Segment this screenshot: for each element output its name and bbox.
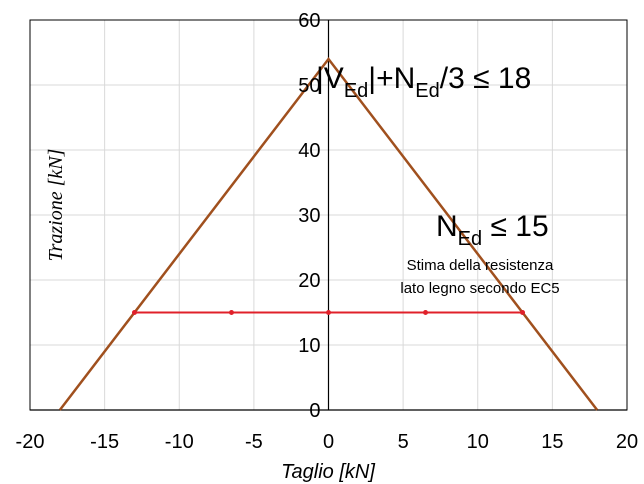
note-line-2: lato legno secondo EC5: [400, 280, 559, 297]
y-tick-label: 20: [298, 270, 320, 292]
tension-limit-annotation: NEd ≤ 15: [436, 210, 549, 250]
y-tick-label: 0: [309, 400, 320, 422]
x-axis-label: Taglio [kN]: [281, 461, 375, 483]
y-axis-label: Trazione [kN]: [45, 149, 67, 262]
x-tick-label: -20: [16, 431, 45, 453]
y-tick-label: 40: [298, 140, 320, 162]
series-group: [58, 56, 599, 411]
data-point: [131, 310, 137, 315]
tick-labels: -20 -15 -10 -5 0 5 10 15 20 0 10 20 30 40 50 60: [16, 10, 639, 453]
note-line-1: Stima della resistenza: [407, 257, 554, 274]
x-tick-label: -5: [245, 431, 263, 453]
x-tick-label: 20: [616, 431, 638, 453]
data-point: [228, 310, 234, 315]
y-tick-label: 50: [298, 75, 320, 97]
y-tick-label: 10: [298, 335, 320, 357]
data-point: [520, 310, 526, 315]
x-tick-label: 10: [467, 431, 489, 453]
x-tick-label: 5: [398, 431, 409, 453]
data-point: [326, 310, 331, 315]
axes: [30, 20, 627, 411]
y-tick-label: 30: [298, 205, 320, 227]
x-tick-label: -15: [90, 431, 119, 453]
y-tick-label: 60: [298, 10, 320, 32]
interaction-annotation: |VEd|+NEd/3 ≤ 18: [316, 62, 531, 102]
series-line-1: [58, 56, 599, 411]
x-tick-label: -10: [165, 431, 194, 453]
x-tick-label: 0: [323, 431, 334, 453]
x-tick-label: 15: [541, 431, 563, 453]
data-point: [423, 310, 429, 315]
